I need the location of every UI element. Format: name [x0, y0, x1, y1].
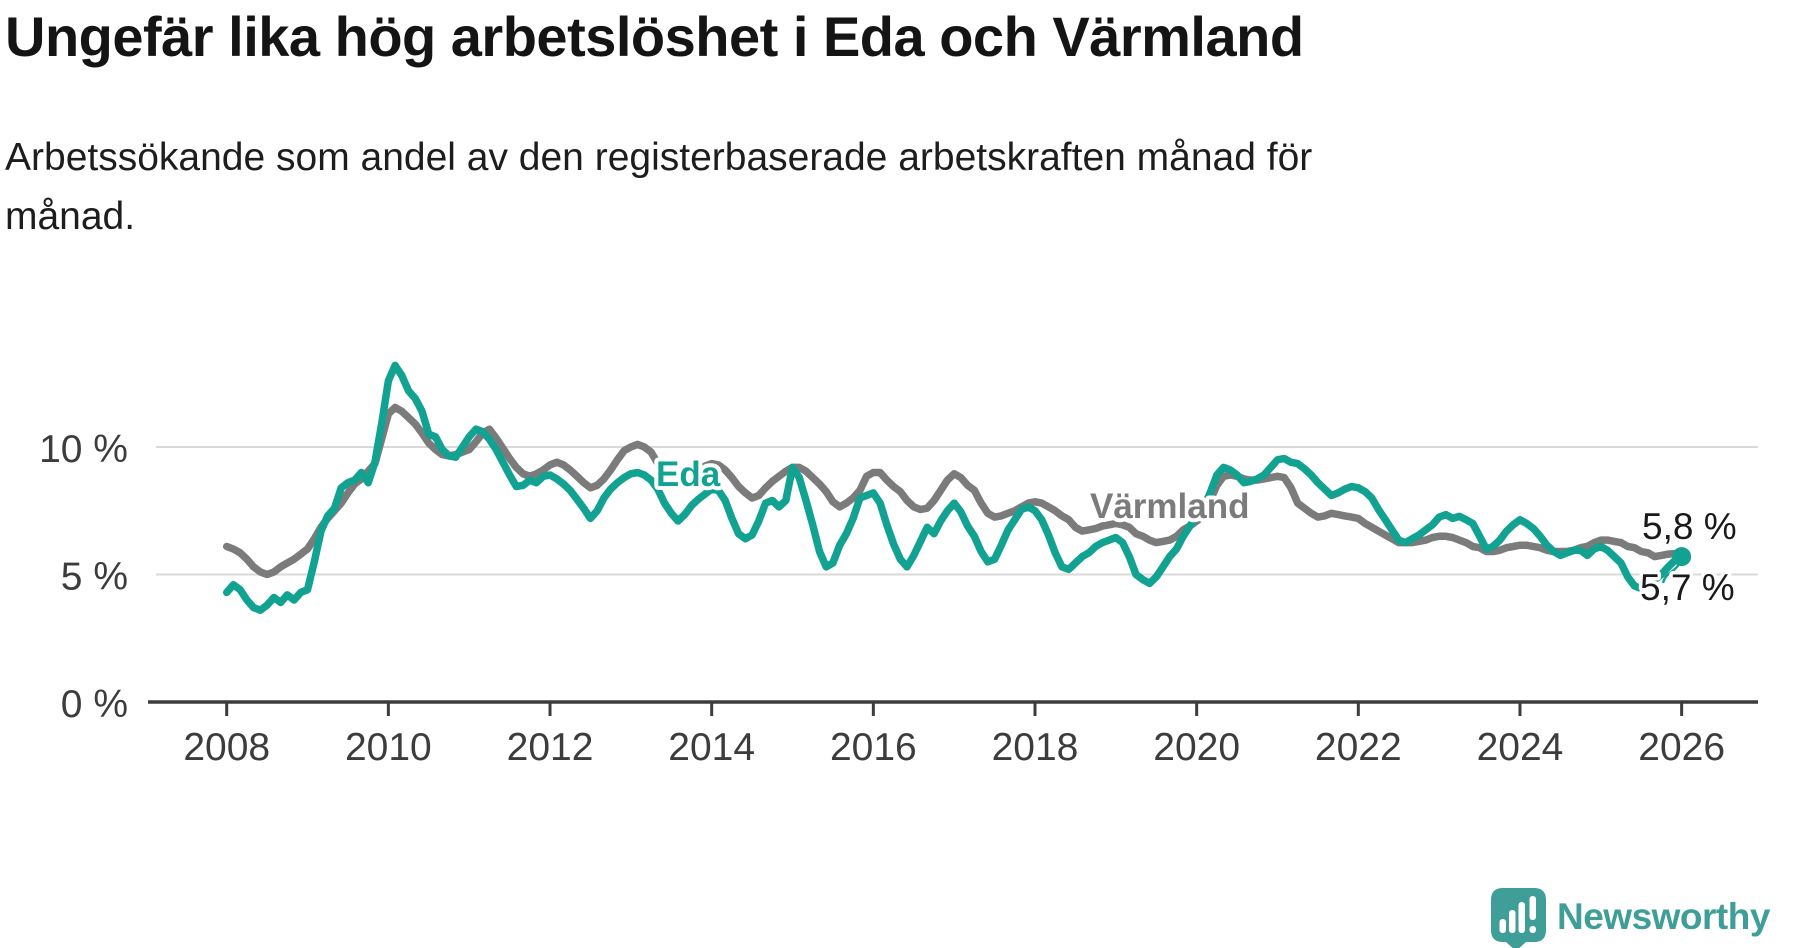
series-label-varmland: Värmland	[1090, 487, 1250, 526]
x-axis-tick-label: 2018	[992, 726, 1079, 769]
x-axis-tick-label: 2020	[1153, 726, 1240, 769]
x-axis-tick-label: 2016	[830, 726, 917, 769]
x-axis-tick-label: 2024	[1477, 726, 1564, 769]
newsworthy-logo: Newsworthy	[1491, 888, 1771, 948]
chart-title: Ungefär lika hög arbetslöshet i Eda och …	[5, 5, 1304, 68]
series-line-eda	[222, 361, 1686, 614]
series-label-eda: Eda	[656, 455, 721, 494]
x-axis-tick-label: 2026	[1638, 726, 1725, 769]
series-line-varmland	[222, 403, 1686, 579]
plot-area: 0 % 5 % 10 % 2008 2010 2012 2014 2016 2018 2020 20…	[39, 361, 1758, 769]
x-axis-tick-label: 2022	[1315, 726, 1402, 769]
logo-exclamation-stem	[1529, 896, 1536, 920]
eda-value-leader-line	[1661, 563, 1681, 584]
varmland-end-value-label: 5,8 %	[1642, 506, 1737, 547]
chart-subtitle: Arbetssökande som andel av den registerb…	[5, 136, 1313, 239]
newsworthy-wordmark: Newsworthy	[1557, 896, 1771, 937]
y-axis-tick-label: 5 %	[61, 556, 128, 599]
eda-end-value-label: 5,7 %	[1640, 567, 1735, 608]
x-axis-tick-label: 2014	[668, 726, 755, 769]
eda-end-dot	[1672, 547, 1692, 567]
logo-exclamation-dot	[1529, 926, 1536, 933]
y-axis-tick-label: 0 %	[61, 683, 128, 726]
x-axis-tick-label: 2012	[507, 726, 594, 769]
x-axis-tick-label: 2008	[183, 726, 270, 769]
x-axis-tick-label: 2010	[345, 726, 432, 769]
logo-bar-chart-glyph	[1499, 896, 1536, 933]
y-axis-tick-label: 10 %	[39, 428, 128, 471]
